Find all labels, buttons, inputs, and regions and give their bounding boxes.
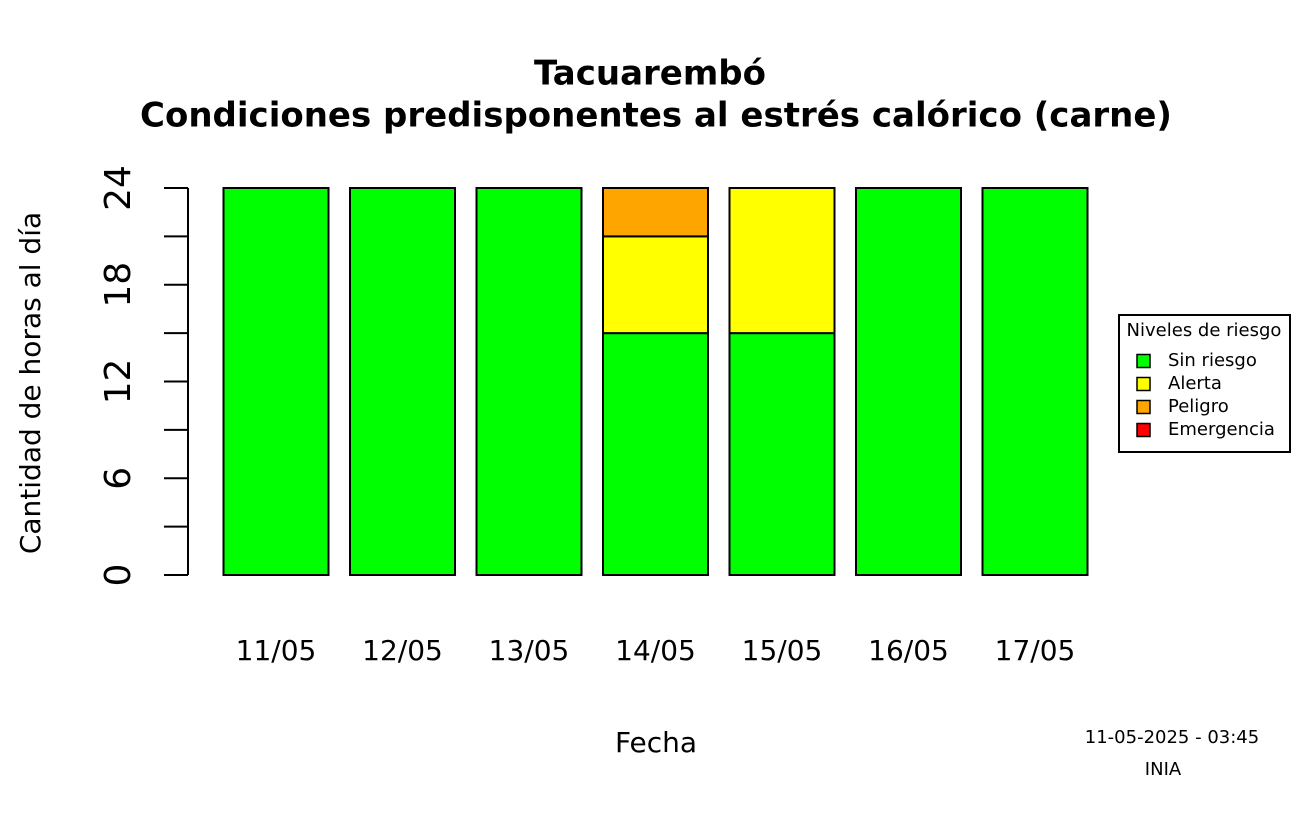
x-tick-label: 17/05 (995, 634, 1076, 667)
bar-segment (728, 187, 836, 335)
footer-date: 11-05-2025 - 03:45 (1085, 727, 1259, 748)
legend-swatch (1136, 422, 1151, 438)
bar-segment (602, 187, 709, 238)
x-tick-label: 14/05 (615, 634, 696, 667)
chart-title: Tacuarembó (534, 54, 766, 94)
bar-segment (602, 332, 709, 576)
y-axis-title: Cantidad de horas al día (14, 212, 47, 554)
footer-source: INIA (1145, 759, 1182, 780)
x-tick-label: 13/05 (489, 634, 570, 667)
y-tick-label: 0 (98, 564, 139, 587)
legend-swatch (1136, 353, 1151, 369)
legend-swatch (1136, 376, 1151, 392)
chart-subtitle: Condiciones predisponentes al estrés cal… (140, 96, 1172, 136)
y-tick-label: 18 (98, 262, 139, 308)
bar-segment (855, 187, 962, 576)
x-axis-title: Fecha (615, 726, 697, 759)
legend-swatch (1136, 399, 1151, 415)
bar-segment (602, 235, 709, 335)
y-tick-label: 24 (98, 165, 139, 211)
y-tick-label: 6 (98, 467, 139, 490)
legend-label: Sin riesgo (1168, 350, 1257, 371)
legend-label: Alerta (1168, 373, 1222, 394)
bar-segment (222, 187, 330, 576)
legend-label: Peligro (1168, 396, 1229, 417)
bar-segment (981, 187, 1089, 576)
x-tick-label: 15/05 (742, 634, 823, 667)
x-tick-label: 12/05 (362, 634, 443, 667)
x-tick-label: 11/05 (236, 634, 317, 667)
bar-segment (349, 187, 456, 576)
bar-segment (728, 332, 836, 576)
legend-title: Niveles de riesgo (1127, 320, 1282, 341)
legend-label: Emergencia (1168, 419, 1275, 440)
x-tick-label: 16/05 (868, 634, 949, 667)
bar-segment (475, 187, 583, 576)
y-tick-label: 12 (98, 359, 139, 405)
